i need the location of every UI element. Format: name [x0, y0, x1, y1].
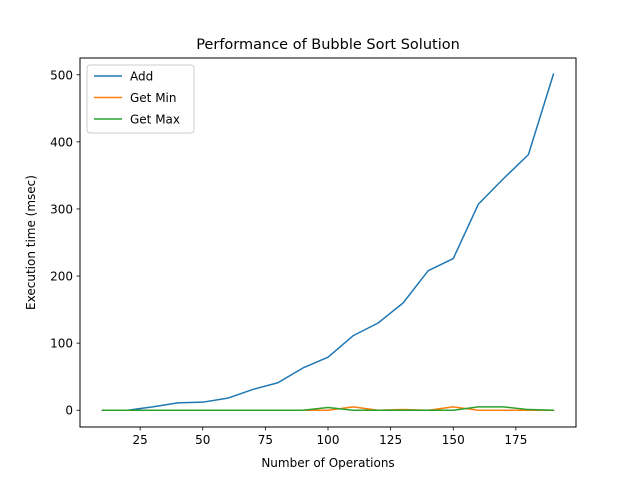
y-tick-label: 500: [50, 68, 73, 82]
y-tick-label: 300: [50, 202, 73, 216]
chart-title: Performance of Bubble Sort Solution: [196, 37, 460, 53]
series-line-get-max: [101, 406, 555, 411]
legend-label-get-min: Get Min: [130, 91, 177, 105]
legend-label-get-max: Get Max: [130, 113, 180, 127]
y-axis: 0 100 200 300 400 500: [50, 68, 80, 418]
x-tick-label: 125: [379, 433, 402, 447]
x-tick-label: 100: [317, 433, 340, 447]
x-tick-label: 150: [442, 433, 465, 447]
x-tick-label: 25: [132, 433, 147, 447]
legend: Add Get Min Get Max: [86, 64, 195, 134]
x-tick-label: 175: [504, 433, 527, 447]
y-tick-label: 0: [65, 404, 73, 418]
y-tick-label: 400: [50, 135, 73, 149]
legend-box: [86, 64, 195, 134]
x-axis: 25 50 75 100 125 150 175: [132, 427, 527, 447]
y-tick-label: 200: [50, 270, 73, 284]
legend-label-add: Add: [130, 70, 153, 84]
x-tick-label: 75: [258, 433, 273, 447]
series-line-add: [101, 73, 555, 411]
x-tick-label: 50: [195, 433, 210, 447]
x-axis-label: Number of Operations: [261, 456, 394, 470]
plot-layer: [101, 73, 555, 411]
y-tick-label: 100: [50, 337, 73, 351]
y-axis-label: Execution time (msec): [24, 175, 38, 310]
